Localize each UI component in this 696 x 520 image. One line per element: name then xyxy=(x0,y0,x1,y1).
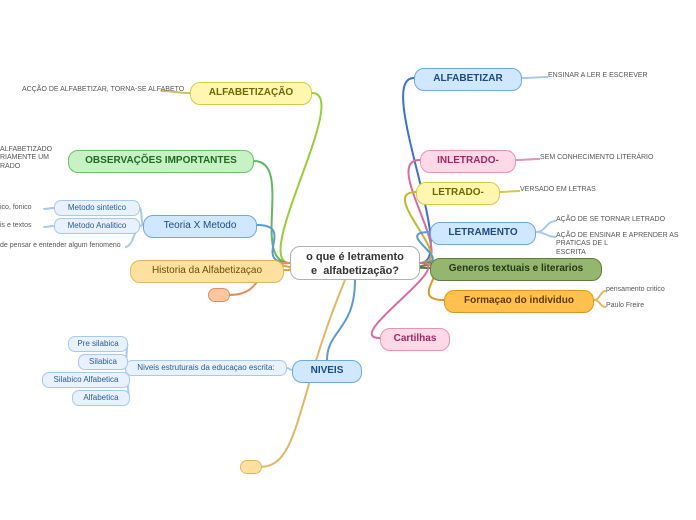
leaf-obs_desc: ALFABETIZADO RIAMENTE UM RADO xyxy=(0,146,52,171)
node-silalfa[interactable]: Silabico Alfabetica xyxy=(42,372,130,388)
node-teoria[interactable]: Teoria X Metodo xyxy=(143,215,257,238)
leaf-form_d1: pensamento critico xyxy=(606,286,665,294)
leaf-met_a_desc: is e textos xyxy=(0,222,32,230)
node-silab[interactable]: Silabica xyxy=(78,354,128,370)
leaf-inletrado_desc: SEM CONHECIMENTO LITERÁRIO xyxy=(540,154,653,162)
node-stub2[interactable] xyxy=(240,460,262,474)
node-alfab[interactable]: Alfabetica xyxy=(72,390,130,406)
leaf-teoria_desc: de pensar e entender algum fenomeno xyxy=(0,242,121,250)
node-alfabetizar[interactable]: ALFABETIZAR xyxy=(414,68,522,91)
node-generos[interactable]: Generos textuais e literarios xyxy=(430,258,602,281)
node-inletrado[interactable]: INLETRADO- xyxy=(420,150,516,173)
node-met_anal[interactable]: Metodo Analitico xyxy=(54,218,140,234)
node-letramento[interactable]: LETRAMENTO xyxy=(430,222,536,245)
center-node[interactable]: o que é letramento e alfabetização? xyxy=(290,246,420,280)
leaf-alfabetizar_desc: ENSINAR A LER E ESCREVER xyxy=(548,72,648,80)
leaf-alfabetizacao_desc: ACÇÃO DE ALFABETIZAR, TORNA-SE ALFABETO xyxy=(22,86,184,94)
leaf-met_s_desc: ico, fonico xyxy=(0,204,32,212)
mindmap-stage: { "type": "mindmap", "background_color":… xyxy=(0,0,696,520)
node-niveis_sub[interactable]: Niveis estruturais da educaçao escrita: xyxy=(125,360,287,376)
leaf-letrado_desc: VERSADO EM LETRAS xyxy=(520,186,596,194)
node-met_sint[interactable]: Metodo sintetico xyxy=(54,200,140,216)
node-observacoes[interactable]: OBSERVAÇÕES IMPORTANTES xyxy=(68,150,254,173)
node-cartilhas[interactable]: Cartilhas xyxy=(380,328,450,351)
node-alfabetizacao[interactable]: ALFABETIZAÇÃO xyxy=(190,82,312,105)
node-stub1[interactable] xyxy=(208,288,230,302)
node-niveis[interactable]: NIVEIS xyxy=(292,360,362,383)
leaf-letr_desc1: AÇÃO DE SE TORNAR LETRADO xyxy=(556,216,665,224)
node-formacao[interactable]: Formaçao do individuo xyxy=(444,290,594,313)
leaf-form_d2: Paulo Freire xyxy=(606,302,644,310)
node-historia[interactable]: Historia da Alfabetizaçao xyxy=(130,260,284,283)
node-pre[interactable]: Pre silabica xyxy=(68,336,128,352)
leaf-letr_desc2: AÇÃO DE ENSINAR E APRENDER AS PRATICAS D… xyxy=(556,232,696,257)
node-letrado[interactable]: LETRADO- xyxy=(416,182,500,205)
